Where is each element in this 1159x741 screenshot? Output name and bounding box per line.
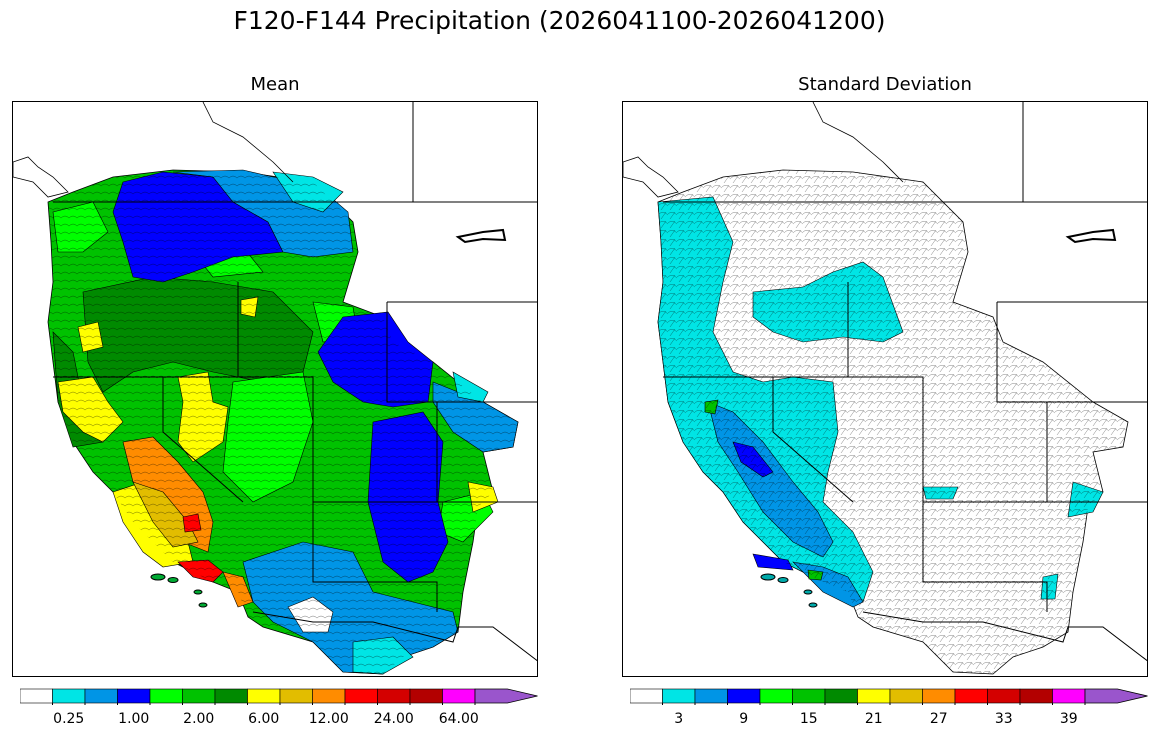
colorbar-tick-label: 64.00 (438, 711, 479, 727)
colorbar-swatch (1052, 688, 1086, 704)
colorbar-swatch (442, 688, 476, 704)
colorbar-extend-arrow (474, 688, 538, 704)
colorbar-swatch (727, 688, 761, 704)
colorbar-swatch (1019, 688, 1053, 704)
stddev-coast-inlet (623, 156, 679, 198)
colorbar-swatch (857, 688, 891, 704)
colorbar-swatch (824, 688, 858, 704)
colorbar-swatch (52, 688, 86, 704)
colorbar-swatch (954, 688, 988, 704)
colorbar-swatch (694, 688, 728, 704)
mean-boundaries (53, 102, 537, 662)
colorbar-tick-label: 1.00 (118, 711, 150, 727)
colorbar-swatch (377, 688, 411, 704)
stddev-panel-title: Standard Deviation (798, 74, 972, 95)
colorbar-tick-label: 3 (674, 711, 684, 727)
colorbar-swatch (84, 688, 118, 704)
stddev-channel-islands (760, 573, 818, 608)
colorbar-swatch (344, 688, 378, 704)
colorbar-swatch (279, 688, 313, 704)
colorbar-swatch (19, 688, 53, 704)
colorbar-tick-label: 9 (739, 711, 749, 727)
colorbar-swatch (922, 688, 956, 704)
stddev-map (622, 101, 1148, 677)
stddev-region-blue-coast (752, 553, 794, 571)
colorbar-tick-label: 27 (929, 711, 948, 727)
mean-lake-michigan-fragment (455, 228, 507, 244)
colorbar-swatch (629, 688, 663, 704)
mean-channel-islands (150, 573, 208, 608)
colorbar-swatch (247, 688, 281, 704)
stddev-lake-michigan-fragment (1065, 228, 1117, 244)
figure-title: F120-F144 Precipitation (2026041100-2026… (233, 6, 886, 35)
colorbar-tick-label: 12.00 (308, 711, 349, 727)
stddev-colorbar-tick-labels: 3 9 15 21 27 33 39 (630, 709, 1150, 729)
colorbar-tick-label: 21 (864, 711, 883, 727)
mean-colorbar-tick-labels: 0.25 1.00 2.00 6.00 12.00 24.00 64.00 (20, 709, 540, 729)
mean-map (12, 101, 538, 677)
colorbar-tick-label: 33 (994, 711, 1013, 727)
mean-watershed-hatch (48, 170, 518, 674)
colorbar-tick-label: 0.25 (53, 711, 85, 727)
colorbar-tick-label: 2.00 (183, 711, 215, 727)
colorbar-tick-label: 15 (799, 711, 818, 727)
stddev-map-svg (623, 102, 1147, 675)
colorbar-tick-label: 24.00 (373, 711, 414, 727)
colorbar-swatch (889, 688, 923, 704)
colorbar-tick-label: 39 (1059, 711, 1078, 727)
colorbar-swatch (312, 688, 346, 704)
mean-panel-title: Mean (250, 74, 300, 95)
mean-map-svg (13, 102, 537, 675)
stddev-colorbar-svg (629, 688, 1148, 706)
colorbar-tick-label: 6.00 (248, 711, 280, 727)
stddev-boundaries (663, 102, 1147, 662)
colorbar-swatch (117, 688, 151, 704)
colorbar-extend-arrow (1084, 688, 1148, 704)
colorbar-swatch (759, 688, 793, 704)
colorbar-swatch (149, 688, 183, 704)
colorbar-swatch (792, 688, 826, 704)
stddev-colorbar: 3 9 15 21 27 33 39 (629, 687, 1150, 729)
stddev-watershed-hatch (658, 170, 1128, 674)
mean-colorbar: 0.25 1.00 2.00 6.00 12.00 24.00 64.00 (19, 687, 540, 729)
mean-coast-inlet (13, 156, 69, 198)
mean-colorbar-svg (19, 688, 538, 706)
colorbar-swatch (182, 688, 216, 704)
colorbar-swatch (409, 688, 443, 704)
colorbar-swatch (987, 688, 1021, 704)
colorbar-swatch (214, 688, 248, 704)
colorbar-swatch (662, 688, 696, 704)
